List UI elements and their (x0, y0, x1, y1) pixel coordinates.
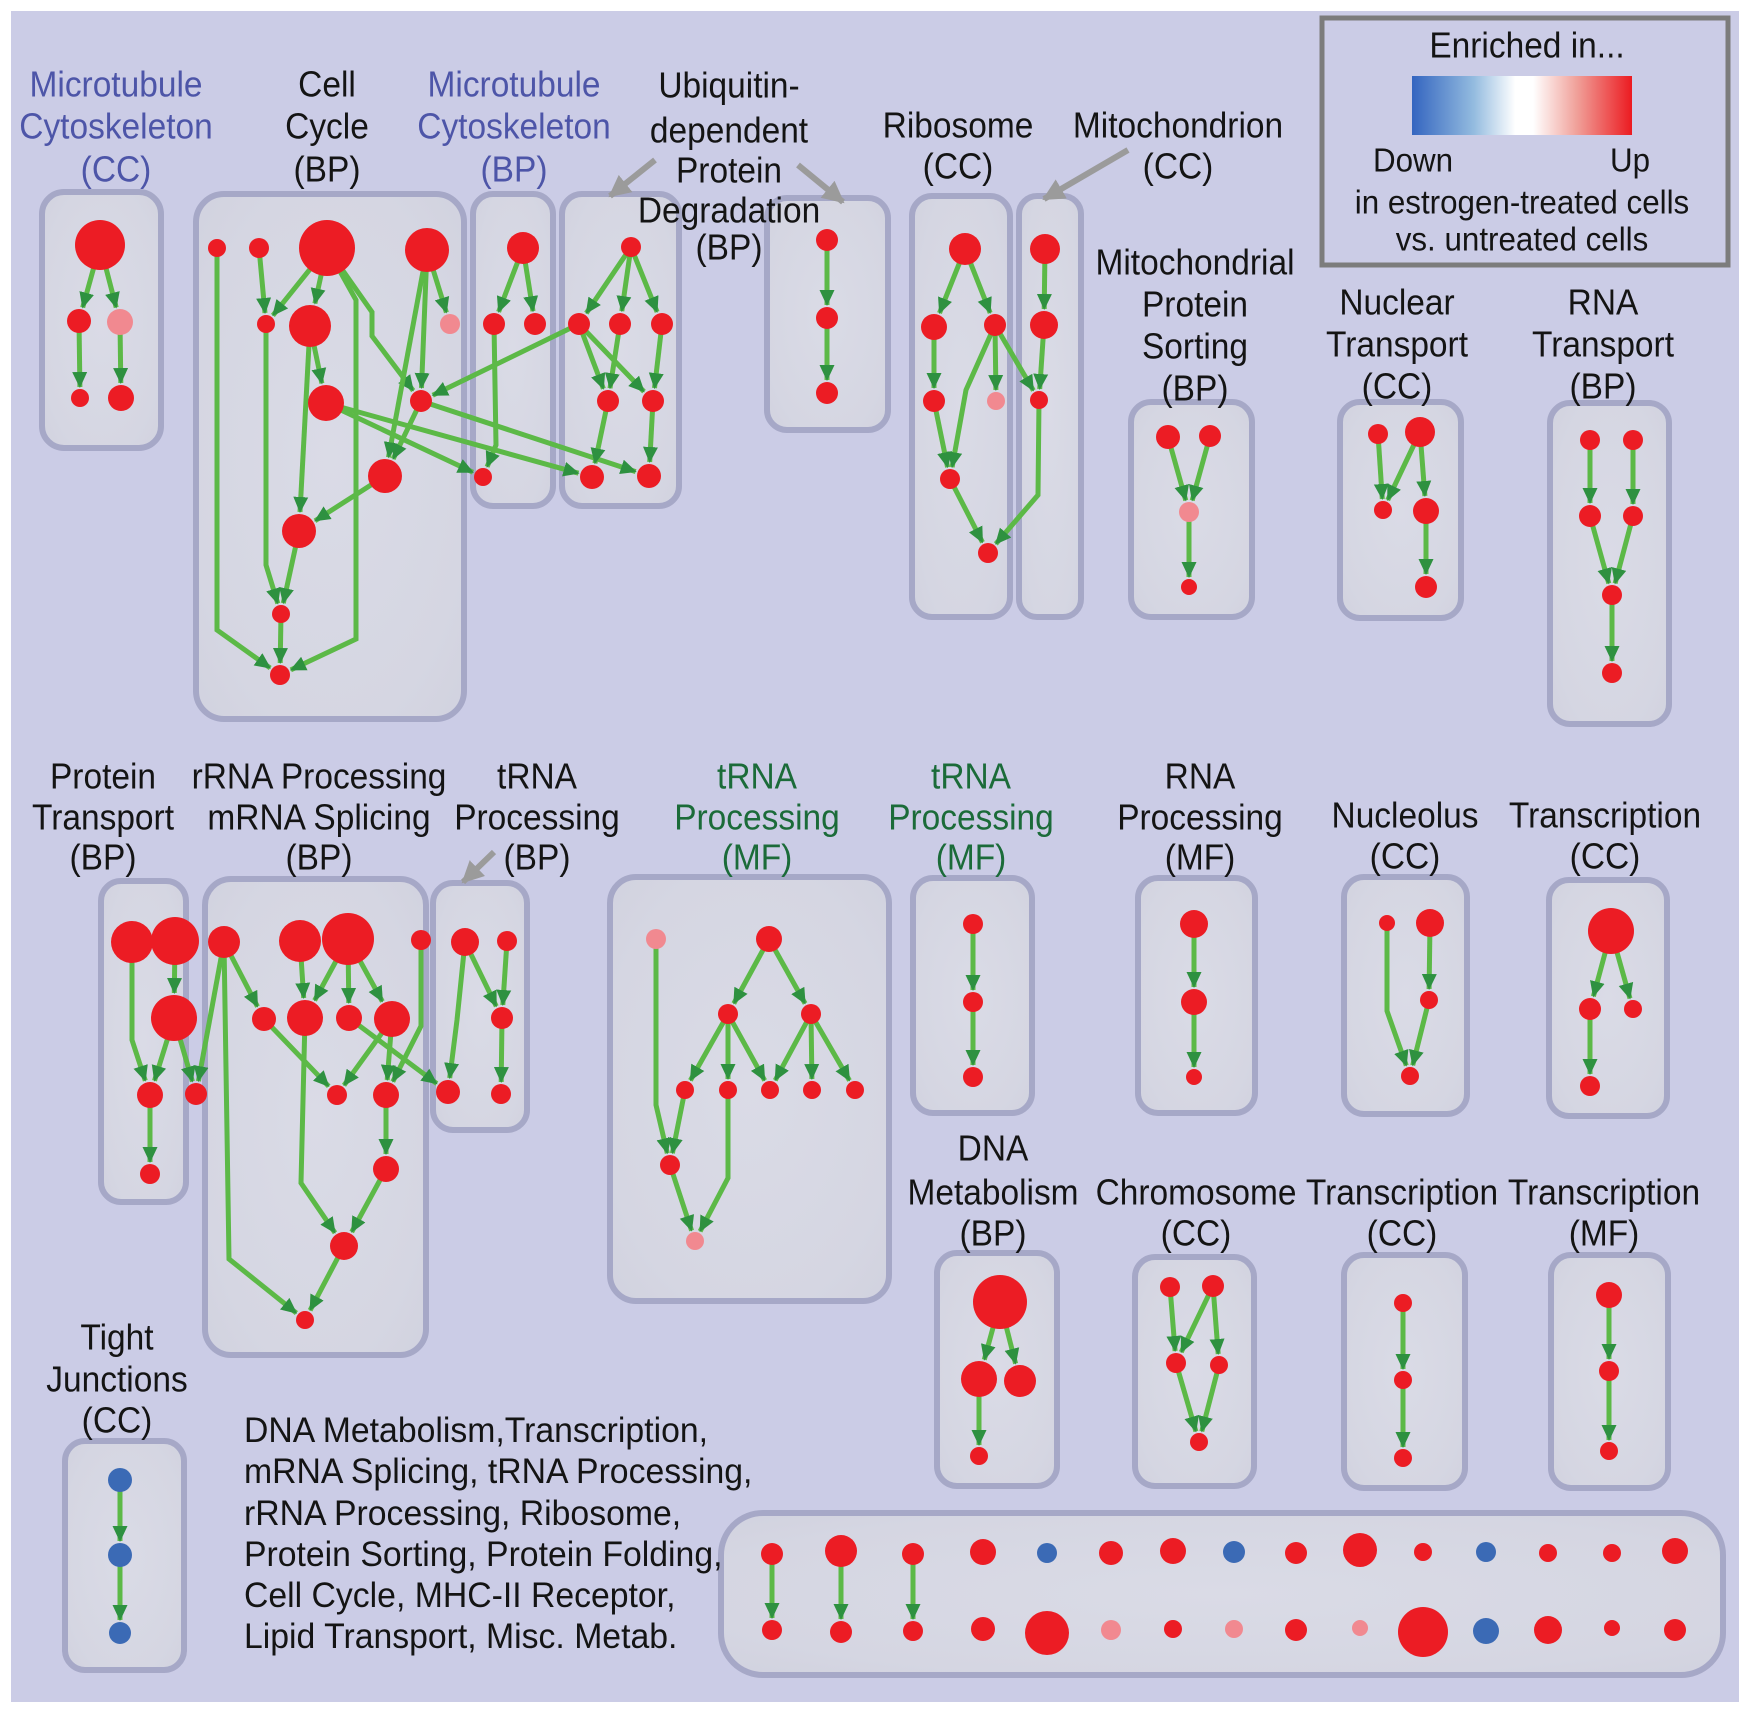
svg-text:Transcription: Transcription (1508, 1173, 1700, 1212)
svg-text:(BP): (BP) (481, 150, 548, 189)
svg-text:in estrogen-treated cells: in estrogen-treated cells (1355, 184, 1689, 221)
svg-text:Tight: Tight (80, 1318, 153, 1357)
svg-text:Metabolism: Metabolism (907, 1173, 1078, 1212)
svg-text:Degradation: Degradation (638, 191, 820, 230)
svg-text:Transcription: Transcription (1306, 1173, 1498, 1212)
svg-text:Transport: Transport (32, 798, 174, 837)
svg-text:(BP): (BP) (960, 1214, 1027, 1253)
svg-text:(BP): (BP) (696, 228, 763, 267)
svg-text:Chromosome: Chromosome (1096, 1173, 1297, 1212)
svg-text:Ribosome: Ribosome (883, 106, 1034, 145)
svg-text:(BP): (BP) (70, 838, 137, 877)
svg-text:(MF): (MF) (1569, 1214, 1640, 1253)
svg-text:(CC): (CC) (1143, 147, 1214, 186)
svg-text:Cycle: Cycle (285, 107, 369, 146)
svg-text:(MF): (MF) (936, 838, 1007, 877)
svg-text:rRNA Processing, Ribosome,: rRNA Processing, Ribosome, (244, 1494, 681, 1533)
svg-text:Processing: Processing (674, 798, 840, 837)
svg-text:(BP): (BP) (294, 150, 361, 189)
svg-text:Sorting: Sorting (1142, 327, 1248, 366)
svg-text:Ubiquitin-: Ubiquitin- (658, 66, 799, 105)
svg-text:(CC): (CC) (1570, 837, 1641, 876)
svg-text:Protein: Protein (676, 151, 782, 190)
svg-text:tRNA: tRNA (497, 757, 578, 796)
svg-text:(CC): (CC) (82, 1401, 153, 1440)
svg-text:(CC): (CC) (1370, 837, 1441, 876)
svg-text:DNA Metabolism,Transcription,: DNA Metabolism,Transcription, (244, 1411, 708, 1450)
svg-text:(MF): (MF) (722, 838, 793, 877)
svg-text:Up: Up (1610, 142, 1650, 179)
svg-text:Enriched in...: Enriched in... (1429, 26, 1624, 65)
svg-text:(MF): (MF) (1165, 838, 1236, 877)
svg-text:(BP): (BP) (286, 838, 353, 877)
svg-text:DNA: DNA (958, 1129, 1029, 1168)
svg-text:Cell: Cell (298, 65, 356, 104)
svg-text:Transport: Transport (1532, 325, 1674, 364)
svg-text:(CC): (CC) (81, 150, 152, 189)
svg-text:Cytoskeleton: Cytoskeleton (417, 107, 610, 146)
svg-text:mRNA Splicing: mRNA Splicing (207, 798, 430, 837)
svg-text:(BP): (BP) (1162, 369, 1229, 408)
svg-text:(CC): (CC) (1362, 367, 1433, 406)
svg-text:(CC): (CC) (923, 147, 994, 186)
svg-text:Microtubule: Microtubule (30, 65, 203, 104)
svg-text:RNA: RNA (1165, 757, 1236, 796)
svg-text:Transcription: Transcription (1509, 796, 1701, 835)
svg-text:mRNA Splicing, tRNA Processing: mRNA Splicing, tRNA Processing, (244, 1452, 752, 1491)
svg-text:Processing: Processing (888, 798, 1054, 837)
svg-text:(CC): (CC) (1367, 1214, 1438, 1253)
svg-text:Lipid Transport, Misc. Metab.: Lipid Transport, Misc. Metab. (244, 1617, 677, 1656)
svg-text:Processing: Processing (1117, 798, 1283, 837)
svg-text:(BP): (BP) (504, 838, 571, 877)
svg-text:(CC): (CC) (1161, 1214, 1232, 1253)
svg-text:Cell Cycle, MHC-II Receptor,: Cell Cycle, MHC-II Receptor, (244, 1576, 675, 1615)
svg-text:Cytoskeleton: Cytoskeleton (19, 107, 212, 146)
svg-text:Nucleolus: Nucleolus (1332, 796, 1479, 835)
svg-text:Mitochondrial: Mitochondrial (1095, 243, 1294, 282)
svg-text:RNA: RNA (1568, 283, 1639, 322)
svg-text:vs. untreated cells: vs. untreated cells (1396, 221, 1649, 258)
svg-text:tRNA: tRNA (717, 757, 798, 796)
svg-text:Processing: Processing (454, 798, 620, 837)
svg-text:Nuclear: Nuclear (1339, 283, 1454, 322)
svg-text:Transport: Transport (1326, 325, 1468, 364)
svg-text:tRNA: tRNA (931, 757, 1012, 796)
svg-text:rRNA Processing: rRNA Processing (192, 757, 447, 796)
svg-text:Down: Down (1373, 142, 1453, 179)
svg-text:Microtubule: Microtubule (428, 65, 601, 104)
svg-text:(BP): (BP) (1570, 367, 1637, 406)
svg-text:Junctions: Junctions (46, 1360, 187, 1399)
svg-text:Protein Sorting, Protein Foldi: Protein Sorting, Protein Folding, (244, 1535, 722, 1574)
svg-text:Protein: Protein (50, 757, 156, 796)
svg-text:Mitochondrion: Mitochondrion (1073, 106, 1283, 145)
svg-text:dependent: dependent (650, 111, 809, 150)
svg-text:Protein: Protein (1142, 285, 1248, 324)
